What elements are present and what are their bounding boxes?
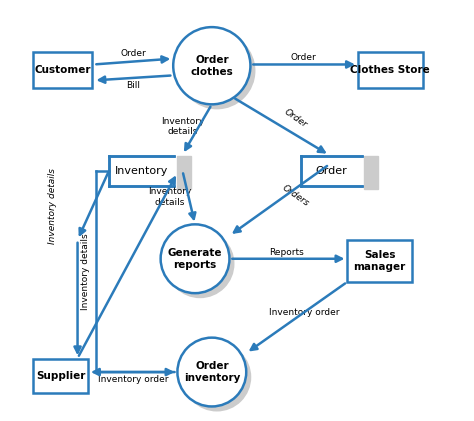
Text: Order
inventory: Order inventory [183,361,240,383]
Text: Order: Order [315,165,347,176]
Text: Reports: Reports [269,248,304,257]
Text: Order: Order [291,53,316,62]
Text: Inventory details: Inventory details [48,168,57,244]
Circle shape [177,338,246,406]
Text: Orders: Orders [281,183,311,208]
Circle shape [166,229,235,298]
Text: Supplier: Supplier [36,371,85,381]
Circle shape [178,32,255,109]
Text: Inventory order: Inventory order [269,308,339,317]
Text: Customer: Customer [35,65,91,75]
Text: Inventory
details: Inventory details [161,117,204,136]
Circle shape [173,27,250,104]
Bar [347,240,412,282]
Circle shape [161,224,229,293]
Text: Inventory details: Inventory details [82,233,91,310]
Text: Sales
manager: Sales manager [354,250,406,272]
Text: Generate
reports: Generate reports [168,248,222,269]
Text: Inventory
details: Inventory details [148,187,191,207]
Text: Inventory order: Inventory order [98,375,168,384]
Text: Inventory: Inventory [115,165,168,176]
Text: Order
clothes: Order clothes [191,55,233,77]
Bar [34,52,92,88]
Bar [364,155,378,189]
Bar [358,52,423,88]
Text: Order: Order [120,49,146,58]
Bar [301,155,362,186]
Circle shape [182,343,251,411]
Text: Clothes Store: Clothes Store [350,65,430,75]
Bar [177,155,191,189]
Text: Order: Order [283,107,309,129]
Text: Bill: Bill [126,81,140,91]
Bar [109,155,174,186]
Bar [34,360,88,393]
